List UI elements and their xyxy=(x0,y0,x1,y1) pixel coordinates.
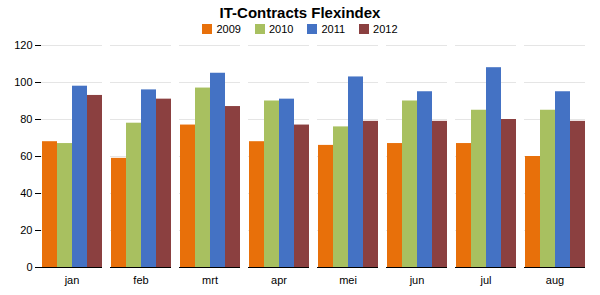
svg-text:aug: aug xyxy=(546,274,564,286)
html-text:2011: 2011 xyxy=(321,23,346,35)
svg-text:120: 120 xyxy=(14,39,32,51)
svg-text:40: 40 xyxy=(20,187,32,199)
svg-text:mrt: mrt xyxy=(202,274,218,286)
svg-text:jun: jun xyxy=(409,274,425,286)
html-text:2012: 2012 xyxy=(373,23,398,35)
svg-text:apr: apr xyxy=(271,274,287,286)
svg-text:feb: feb xyxy=(133,274,148,286)
svg-text:60: 60 xyxy=(20,150,32,162)
svg-text:mei: mei xyxy=(339,274,357,286)
svg-text:20: 20 xyxy=(20,224,32,236)
svg-text:jan: jan xyxy=(64,274,80,286)
html-text:2010: 2010 xyxy=(268,23,294,35)
svg-text:80: 80 xyxy=(20,113,32,125)
svg-text:0: 0 xyxy=(26,261,32,273)
html-text:2009: 2009 xyxy=(216,23,241,35)
svg-text:jul: jul xyxy=(479,274,491,286)
svg-text:100: 100 xyxy=(14,76,32,88)
html-text:IT-Contracts Flexindex: IT-Contracts Flexindex xyxy=(219,4,381,21)
